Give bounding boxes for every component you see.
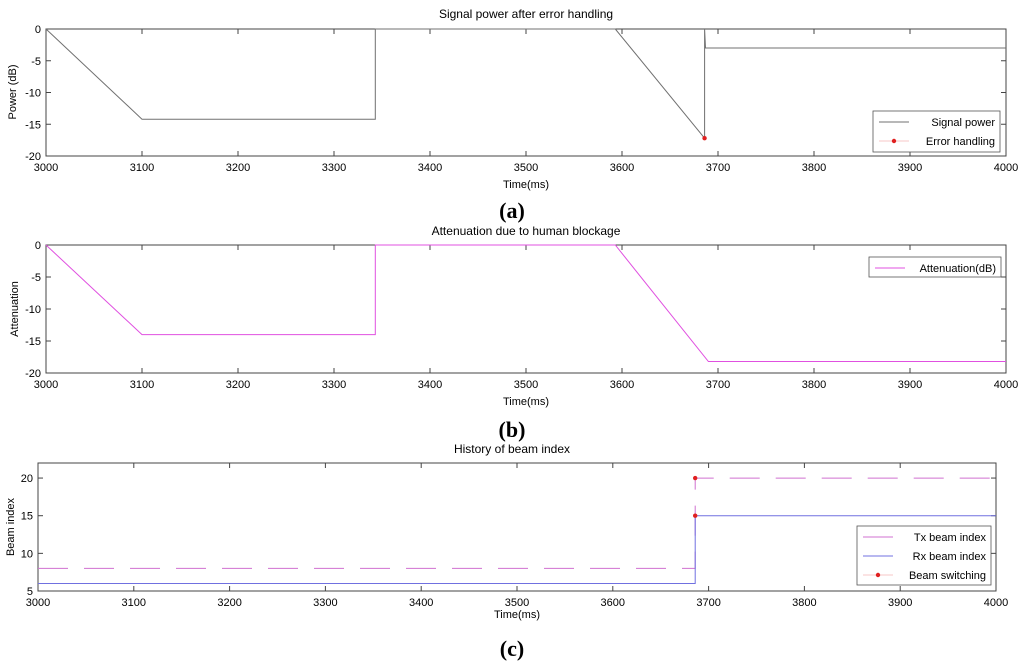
chart-a-frame bbox=[45, 28, 1007, 157]
chart-b-title: Attenuation due to human blockage bbox=[432, 224, 621, 238]
chart-c-title: History of beam index bbox=[454, 442, 570, 456]
x-tick-label: 3800 bbox=[792, 597, 816, 609]
chart-a-xlabel: Time(ms) bbox=[503, 179, 549, 191]
x-tick-label: 4000 bbox=[984, 597, 1008, 609]
chart-a-title: Signal power after error handling bbox=[439, 7, 613, 21]
x-tick-label: 3700 bbox=[706, 162, 730, 174]
y-tick-label: -20 bbox=[25, 151, 41, 163]
x-tick-label: 3900 bbox=[898, 162, 922, 174]
chart-c-ylabel: Beam index bbox=[5, 497, 17, 556]
x-tick-label: 3000 bbox=[26, 597, 50, 609]
chart-a-xticks: 3000 3100 3200 3300 3400 3500 3600 3700 3800 3900… bbox=[34, 29, 1018, 174]
x-tick-label: 3200 bbox=[217, 597, 241, 609]
y-tick-label: -10 bbox=[25, 304, 41, 316]
y-tick-label: 0 bbox=[35, 24, 41, 36]
x-tick-label: 3900 bbox=[898, 379, 922, 391]
y-tick-label: -10 bbox=[25, 88, 41, 100]
y-tick-label: -20 bbox=[25, 368, 41, 380]
x-tick-label: 3200 bbox=[226, 162, 250, 174]
legend-label: Tx beam index bbox=[914, 532, 987, 544]
legend-label: Rx beam index bbox=[913, 551, 987, 563]
series-line bbox=[45, 244, 1006, 362]
x-tick-label: 3100 bbox=[130, 162, 154, 174]
x-tick-label: 3100 bbox=[130, 379, 154, 391]
chart-c-panel-label: (c) bbox=[500, 636, 524, 661]
chart-b: Attenuation due to human blockage 3000 31… bbox=[9, 224, 1018, 442]
legend-marker bbox=[875, 572, 881, 578]
chart-b-yticks: -20 -15 -10 -5 0 bbox=[25, 240, 1006, 380]
series-line bbox=[38, 515, 996, 584]
x-tick-label: 3400 bbox=[418, 162, 442, 174]
chart-b-legend: Attenuation(dB) bbox=[868, 256, 1002, 278]
x-tick-label: 3100 bbox=[122, 597, 146, 609]
legend-box bbox=[868, 256, 1002, 278]
x-tick-label: 3800 bbox=[802, 162, 826, 174]
y-tick-label: 10 bbox=[21, 548, 33, 560]
x-tick-label: 3800 bbox=[802, 379, 826, 391]
legend-marker bbox=[891, 138, 897, 144]
x-tick-label: 4000 bbox=[994, 162, 1018, 174]
series-line bbox=[45, 28, 1006, 140]
x-tick-label: 3500 bbox=[514, 379, 538, 391]
y-tick-label: 5 bbox=[27, 586, 33, 598]
chart-b-frame bbox=[45, 244, 1007, 374]
x-tick-label: 3700 bbox=[696, 597, 720, 609]
y-tick-label: 15 bbox=[21, 511, 33, 523]
x-tick-label: 3600 bbox=[610, 379, 634, 391]
chart-c-xlabel: Time(ms) bbox=[494, 609, 540, 621]
chart-c: History of beam index 3000 3100 3200 3300 34… bbox=[5, 442, 1008, 661]
x-tick-label: 3500 bbox=[514, 162, 538, 174]
series-marker bbox=[692, 513, 698, 518]
x-tick-label: 3900 bbox=[888, 597, 912, 609]
chart-b-ylabel: Attenuation bbox=[9, 281, 21, 337]
chart-a-ylabel: Power (dB) bbox=[7, 64, 19, 119]
series-marker bbox=[702, 136, 707, 141]
legend-label: Attenuation(dB) bbox=[920, 263, 996, 275]
legend-label: Error handling bbox=[926, 136, 995, 148]
chart-a-legend: Signal power Error handling bbox=[872, 110, 1001, 153]
legend-label: Signal power bbox=[931, 117, 995, 129]
y-tick-label: 0 bbox=[35, 240, 41, 252]
chart-a-yticks: -20 -15 -10 -5 0 bbox=[25, 24, 1006, 163]
x-tick-label: 3600 bbox=[601, 597, 625, 609]
legend-box bbox=[872, 110, 1001, 153]
chart-b-xticks: 3000 3100 3200 3300 3400 3500 3600 3700 3800 3900… bbox=[34, 245, 1018, 391]
chart-a: Signal power after error handling 3000 31… bbox=[7, 7, 1018, 223]
chart-b-panel-label: (b) bbox=[499, 417, 526, 442]
y-tick-label: -5 bbox=[31, 56, 41, 68]
x-tick-label: 3000 bbox=[34, 379, 58, 391]
x-tick-label: 4000 bbox=[994, 379, 1018, 391]
y-tick-label: -15 bbox=[25, 119, 41, 131]
x-tick-label: 3300 bbox=[322, 379, 346, 391]
x-tick-label: 3200 bbox=[226, 379, 250, 391]
legend-label: Beam switching bbox=[909, 570, 986, 582]
x-tick-label: 3300 bbox=[313, 597, 337, 609]
chart-c-xticks: 3000 3100 3200 3300 3400 3500 3600 3700 3800 3900… bbox=[26, 463, 1008, 609]
chart-b-series bbox=[45, 244, 1006, 362]
y-tick-label: 20 bbox=[21, 473, 33, 485]
series-marker bbox=[692, 475, 698, 481]
chart-c-frame bbox=[37, 462, 997, 592]
chart-a-series bbox=[45, 28, 1006, 141]
x-tick-label: 3400 bbox=[409, 597, 433, 609]
y-tick-label: -5 bbox=[31, 272, 41, 284]
x-tick-label: 3500 bbox=[505, 597, 529, 609]
x-tick-label: 3000 bbox=[34, 162, 58, 174]
x-tick-label: 3300 bbox=[322, 162, 346, 174]
x-tick-label: 3700 bbox=[706, 379, 730, 391]
chart-c-legend: Tx beam index Rx beam index Beam switching bbox=[856, 525, 992, 586]
chart-b-xlabel: Time(ms) bbox=[503, 396, 549, 408]
y-tick-label: -15 bbox=[25, 336, 41, 348]
chart-a-panel-label: (a) bbox=[499, 198, 525, 223]
x-tick-label: 3400 bbox=[418, 379, 442, 391]
x-tick-label: 3600 bbox=[610, 162, 634, 174]
chart-c-series bbox=[38, 475, 996, 584]
